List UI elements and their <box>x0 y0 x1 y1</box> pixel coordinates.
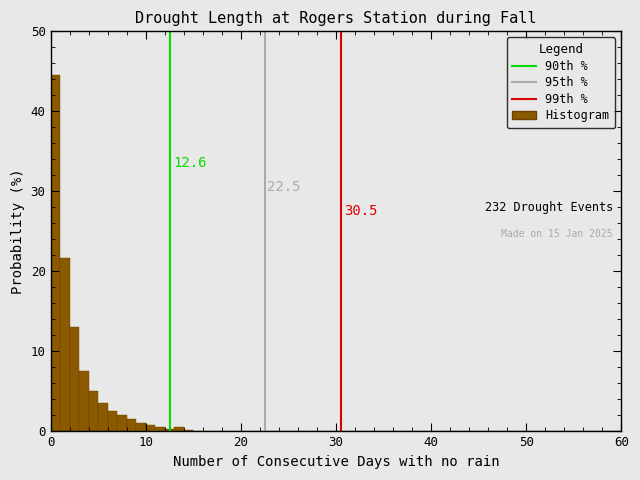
Title: Drought Length at Rogers Station during Fall: Drought Length at Rogers Station during … <box>135 11 537 26</box>
Y-axis label: Probability (%): Probability (%) <box>11 168 25 294</box>
Bar <box>70 327 79 432</box>
Text: 30.5: 30.5 <box>344 204 377 218</box>
Text: 22.5: 22.5 <box>268 180 301 194</box>
Bar <box>88 392 98 432</box>
Bar <box>164 429 174 432</box>
Bar <box>155 428 164 432</box>
Bar <box>98 404 108 432</box>
X-axis label: Number of Consecutive Days with no rain: Number of Consecutive Days with no rain <box>173 455 499 469</box>
Bar <box>174 428 184 432</box>
Bar <box>79 372 88 432</box>
Bar <box>184 430 193 432</box>
Text: Made on 15 Jan 2025: Made on 15 Jan 2025 <box>501 229 613 240</box>
Text: 12.6: 12.6 <box>173 156 207 170</box>
Text: 232 Drought Events: 232 Drought Events <box>484 202 613 215</box>
Bar <box>51 75 60 432</box>
Bar <box>146 425 155 432</box>
Bar <box>193 431 203 432</box>
Bar <box>60 258 70 432</box>
Bar <box>108 411 117 432</box>
Legend: 90th %, 95th %, 99th %, Histogram: 90th %, 95th %, 99th %, Histogram <box>506 37 616 128</box>
Bar <box>117 416 127 432</box>
Bar <box>136 423 146 432</box>
Bar <box>127 420 136 432</box>
